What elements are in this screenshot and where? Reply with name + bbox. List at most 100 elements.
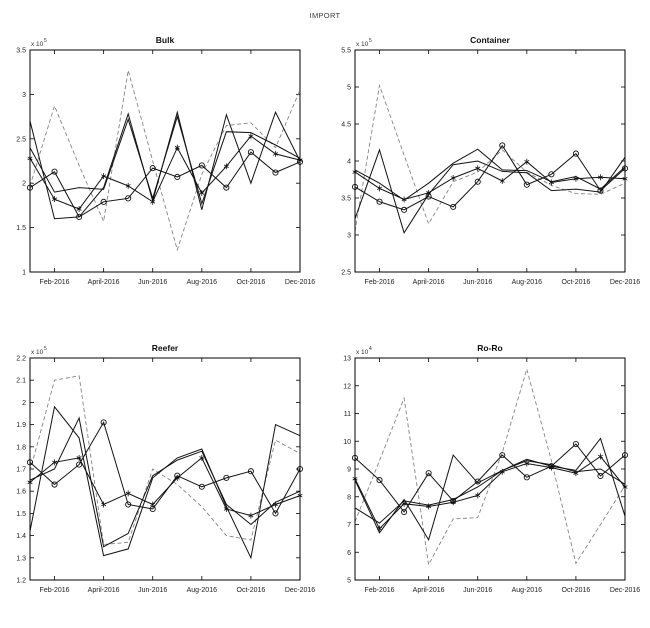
x-tick-label: Oct-2016 <box>562 279 591 286</box>
x-tick-label: Aug-2016 <box>512 279 542 286</box>
asterisk-marker <box>401 196 407 203</box>
y-tick-label: 5 <box>347 85 351 92</box>
circle-marker <box>425 470 432 477</box>
series-solid-line-1 <box>354 437 626 542</box>
asterisk-marker <box>524 460 530 467</box>
series-dashed-line <box>354 83 626 232</box>
circle-marker <box>523 474 530 481</box>
series-solid-line-1 <box>29 110 301 220</box>
circle-marker <box>51 168 58 175</box>
y-tick-label: 3.5 <box>16 48 26 55</box>
circle-marker <box>51 481 58 488</box>
circle-marker <box>149 505 156 513</box>
y-tick-label: 5 <box>347 578 351 585</box>
asterisk-marker <box>199 454 205 461</box>
series-solid-line-1 <box>354 148 626 234</box>
y-scale-exponent: 5 <box>44 346 47 352</box>
subplot-container: Container x 10 5 2.5 3 3.5 4 4.5 5 5.5 Feb-2016… <box>325 26 650 316</box>
x-tick-label: Feb-2016 <box>365 587 395 594</box>
y-tick-label: 4 <box>347 159 351 166</box>
y-tick-label: 3 <box>347 233 351 240</box>
asterisk-marker <box>573 470 579 477</box>
x-tick-label: Aug-2016 <box>187 587 217 594</box>
series-solid-line-2 <box>354 460 626 524</box>
y-tick-label: 12 <box>343 383 351 390</box>
subplot-roro: Ro-Ro x 10 4 5 6 7 8 9 10 11 12 13 Feb-2016 April-… <box>325 334 650 624</box>
circle-marker <box>125 195 132 202</box>
circle-marker <box>247 468 254 475</box>
asterisk-marker <box>101 501 107 508</box>
y-tick-label: 6 <box>347 550 351 557</box>
y-tick-label: 2.5 <box>16 136 26 143</box>
series-solid-line-1 <box>29 405 301 560</box>
circle-marker <box>100 419 107 426</box>
circle-marker <box>174 173 181 181</box>
subplot-title-reefer: Reefer <box>152 343 179 353</box>
container-chart: Container x 10 5 2.5 3 3.5 4 4.5 5 5.5 Feb-2016… <box>341 35 640 286</box>
x-tick-label: Aug-2016 <box>187 279 217 286</box>
asterisk-marker <box>401 500 407 507</box>
asterisk-marker <box>524 158 530 165</box>
circle-marker <box>474 478 481 485</box>
asterisk-marker <box>597 174 603 181</box>
series-circle-markers <box>354 443 626 513</box>
y-scale-exponent: 4 <box>369 346 372 352</box>
series-solid-line-2 <box>29 114 301 206</box>
axis-box <box>29 49 301 273</box>
circle-marker <box>272 510 279 517</box>
circle-marker <box>198 483 205 490</box>
asterisk-marker <box>223 505 229 512</box>
y-tick-label: 2.2 <box>16 356 26 363</box>
asterisk-marker <box>377 185 383 192</box>
series-circle-markers <box>354 144 626 211</box>
series-dashed-line <box>354 367 626 567</box>
y-scale-exponent: 5 <box>44 38 47 44</box>
circle-marker <box>572 440 579 448</box>
circle-marker <box>100 198 107 205</box>
circle-marker <box>425 193 432 200</box>
x-tick-label: Oct-2016 <box>562 587 591 594</box>
asterisk-marker <box>125 182 131 189</box>
x-tick-label: Dec-2016 <box>610 279 640 286</box>
y-tick-label: 2.1 <box>16 378 26 385</box>
asterisk-marker <box>150 198 156 205</box>
x-tick-label: April-2016 <box>413 587 445 594</box>
y-tick-label: 8 <box>347 494 351 501</box>
y-scale-exponent: 5 <box>369 38 372 44</box>
x-tick-label: Jun-2016 <box>463 279 492 286</box>
y-tick-label: 5.5 <box>341 48 351 55</box>
circle-marker <box>474 178 481 185</box>
x-tick-label: Feb-2016 <box>40 279 70 286</box>
circle-marker <box>548 171 555 178</box>
series-circle-markers <box>29 421 301 515</box>
y-scale-label: x 10 <box>31 41 44 48</box>
asterisk-marker <box>52 196 58 203</box>
roro-chart: Ro-Ro x 10 4 5 6 7 8 9 10 11 12 13 Feb-2016 April-… <box>343 343 640 594</box>
series-asterisk-markers <box>354 455 626 530</box>
y-tick-label: 9 <box>347 467 351 474</box>
circle-marker <box>198 162 205 169</box>
x-tick-label: Oct-2016 <box>237 279 266 286</box>
x-tick-label: Dec-2016 <box>285 587 315 594</box>
subplot-title-roro: Ro-Ro <box>477 343 503 353</box>
y-tick-label: 11 <box>344 411 351 418</box>
series-asterisk-markers <box>29 135 301 210</box>
x-tick-label: Dec-2016 <box>285 279 315 286</box>
series-asterisk-markers <box>29 457 301 517</box>
asterisk-marker <box>475 165 481 172</box>
asterisk-marker <box>223 163 229 170</box>
asterisk-marker <box>248 133 254 140</box>
circle-marker <box>125 501 132 508</box>
y-scale-label: x 10 <box>31 349 44 356</box>
axis-box <box>354 357 626 581</box>
y-tick-label: 13 <box>343 356 351 363</box>
x-tick-label: Oct-2016 <box>237 587 266 594</box>
subplot-title-container: Container <box>470 35 510 45</box>
series-solid-line-2 <box>29 416 301 548</box>
y-tick-label: 10 <box>343 439 351 446</box>
circle-marker <box>548 463 555 470</box>
circle-marker <box>76 213 83 220</box>
asterisk-marker <box>377 525 383 532</box>
x-tick-label: April-2016 <box>413 279 445 286</box>
